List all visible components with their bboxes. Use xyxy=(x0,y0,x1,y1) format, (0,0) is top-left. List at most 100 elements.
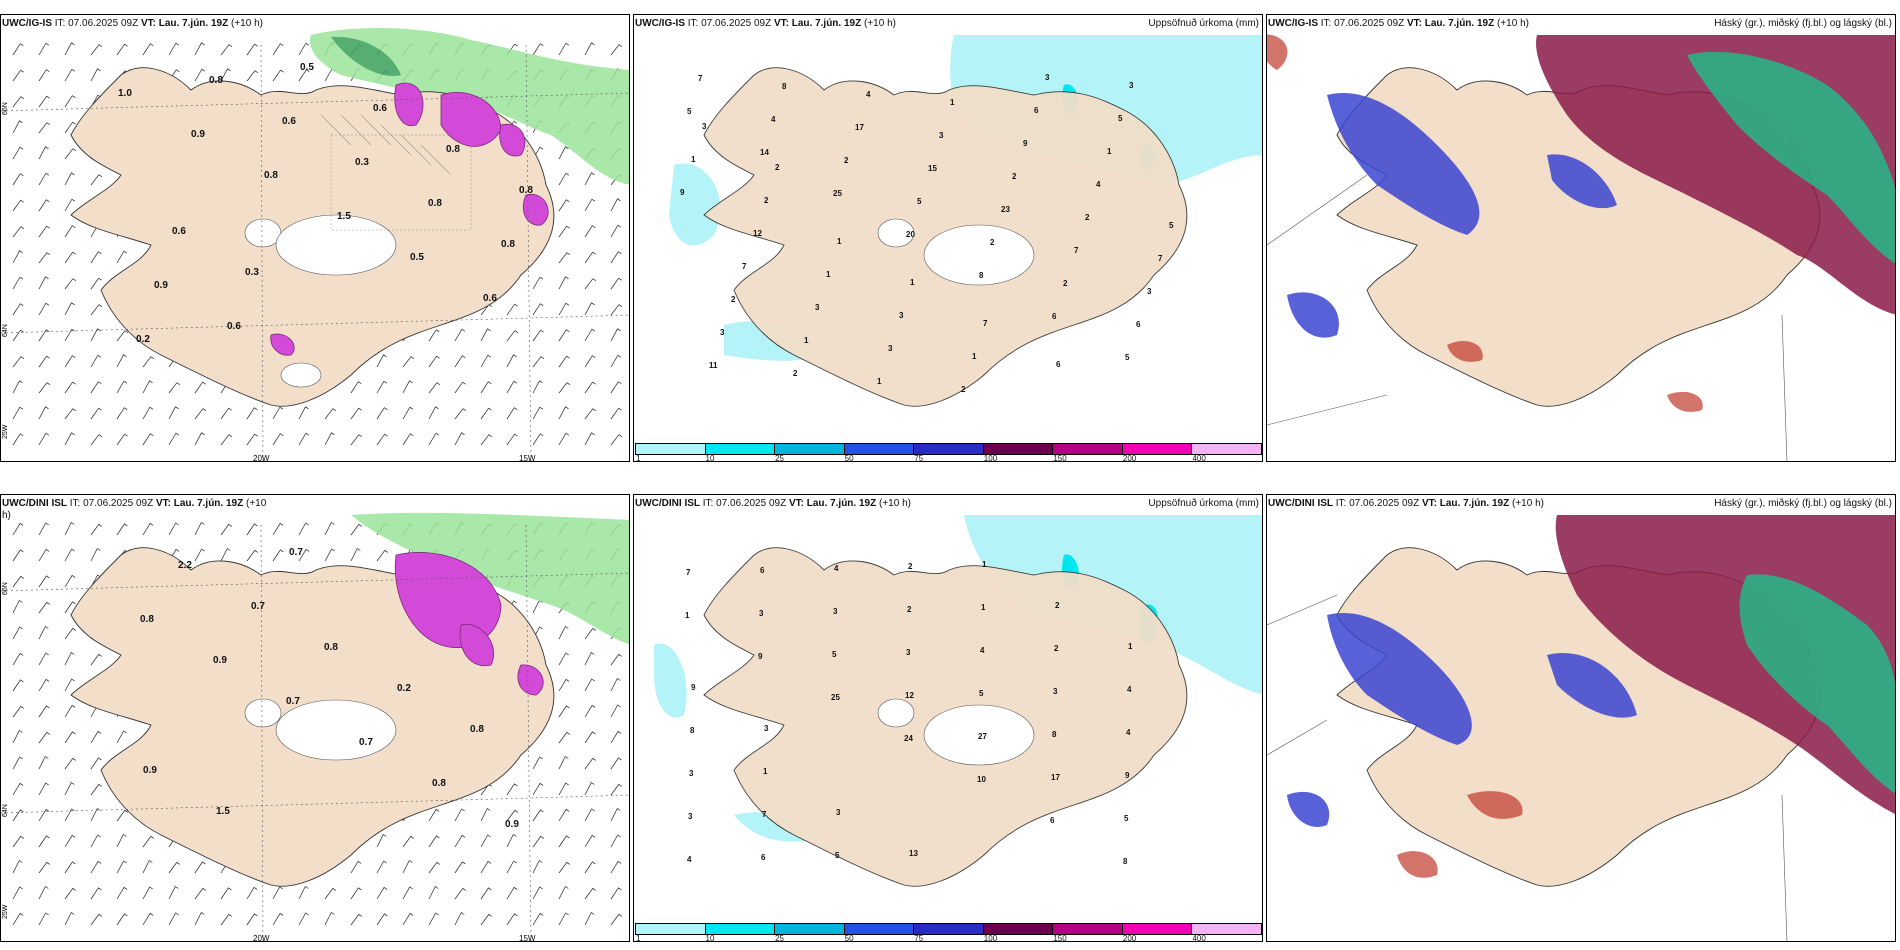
wind-barb xyxy=(532,276,544,290)
wind-barb xyxy=(402,356,415,368)
colorbar-swatch xyxy=(1191,923,1262,935)
wind-barb xyxy=(350,434,363,446)
wind-barb xyxy=(402,380,413,394)
wind-barb xyxy=(272,886,283,900)
panel-header: UWC/IG-IS IT: 07.06.2025 09Z VT: Lau. 7.… xyxy=(635,18,896,29)
wind-barb xyxy=(272,522,284,536)
precip-value-label: 0.8 xyxy=(470,724,484,735)
wind-barb xyxy=(12,276,24,290)
precip-value-label: 1 xyxy=(950,98,955,107)
wind-barb xyxy=(584,432,595,446)
wind-barb xyxy=(12,705,24,718)
panel-clouds-dini: UWC/DINI ISL IT: 07.06.2025 09Z VT: Lau.… xyxy=(1266,494,1896,942)
wind-barb xyxy=(64,148,77,160)
wind-barb xyxy=(376,913,388,926)
panel-header: UWC/DINI ISL IT: 07.06.2025 09Z VT: Lau.… xyxy=(2,498,267,509)
wind-barb xyxy=(194,68,206,82)
wind-barb xyxy=(246,523,258,536)
wind-barb xyxy=(64,408,77,420)
precip-value-label: 0.8 xyxy=(501,239,515,250)
colorbar-tick: 75 xyxy=(914,454,924,462)
wind-barb xyxy=(90,887,102,900)
wind-barb xyxy=(246,407,258,420)
wind-barb xyxy=(64,861,76,874)
wind-barb xyxy=(220,913,232,926)
wind-barb xyxy=(428,432,440,446)
precip-value-label: 1.5 xyxy=(337,211,351,222)
precip-value-label: 1 xyxy=(1128,642,1133,651)
wind-barb xyxy=(38,355,50,368)
precip-value-label: 2 xyxy=(1054,644,1059,653)
precip-value-label: 11 xyxy=(709,361,718,370)
precip-value-label: 0.8 xyxy=(446,144,460,155)
wind-barb xyxy=(38,652,49,666)
wind-barb xyxy=(90,783,102,796)
wind-barb xyxy=(12,809,24,822)
lon-label-25: 25W xyxy=(2,424,9,439)
precip-amount-labels: 1925241068735122717546335893642434375212… xyxy=(685,560,1133,866)
wind-barb xyxy=(584,381,596,394)
wind-barb xyxy=(558,406,569,420)
wind-barb xyxy=(38,382,51,394)
precip-value-label: 7 xyxy=(1158,254,1163,263)
wind-barb xyxy=(194,911,205,926)
wind-barb xyxy=(38,252,51,264)
wind-barb xyxy=(64,355,76,368)
wind-barb xyxy=(220,407,232,420)
precip-value-label: 1 xyxy=(837,237,842,246)
panel-title: Háský (gr.), miðský (fj.bl.) og lágský (… xyxy=(1714,498,1892,509)
precip-value-label: 6 xyxy=(760,566,765,575)
wind-barb xyxy=(90,523,102,536)
wind-barb xyxy=(220,887,232,900)
wind-barb xyxy=(12,575,24,588)
precip-value-label: 7 xyxy=(1074,246,1079,255)
wind-barb xyxy=(12,43,24,56)
wind-barb xyxy=(90,328,101,342)
precip-value-label: 6 xyxy=(1136,320,1141,329)
wind-barb xyxy=(480,860,492,874)
wind-barb xyxy=(558,172,570,186)
wind-barb xyxy=(116,330,129,342)
wind-barb xyxy=(220,68,231,82)
wind-barb xyxy=(558,705,570,718)
wind-barb xyxy=(90,860,102,874)
wind-barb xyxy=(376,549,388,562)
wind-barb xyxy=(116,433,128,446)
colorbar-tick: 50 xyxy=(844,454,854,462)
wind-barb xyxy=(506,330,519,342)
precip-value-label: 6 xyxy=(1034,106,1039,115)
wind-barb xyxy=(194,408,207,420)
precip-value-label: 24 xyxy=(904,734,913,743)
colorbar-swatch xyxy=(774,443,845,455)
wind-barb xyxy=(38,885,49,900)
glaciers xyxy=(877,218,1035,286)
colorbar-tick: 150 xyxy=(1053,934,1067,942)
precip-value-label: 2 xyxy=(1012,172,1017,181)
precip-value-label: 25 xyxy=(831,693,840,702)
colorbar-swatch xyxy=(843,923,915,935)
wind-barb xyxy=(558,678,570,692)
wind-barb xyxy=(12,199,24,212)
wind-barb xyxy=(324,432,335,446)
precip-value-label: 0.8 xyxy=(519,185,533,196)
wind-barb xyxy=(168,861,180,874)
wind-barb xyxy=(584,225,596,238)
wind-barb xyxy=(610,807,621,822)
precip-value-label: 5 xyxy=(687,107,692,116)
panel-header: UWC/DINI ISL IT: 07.06.2025 09Z VT: Lau.… xyxy=(635,498,911,509)
wind-barb xyxy=(532,756,543,770)
wind-barb xyxy=(90,251,102,264)
precip-value-label: 0.2 xyxy=(397,683,411,694)
wind-barb xyxy=(558,382,571,394)
wind-barb xyxy=(64,601,76,614)
wind-barb xyxy=(38,601,50,614)
wind-barb xyxy=(90,277,102,290)
wind-barb xyxy=(610,913,622,926)
wind-barb xyxy=(272,43,284,56)
low-cloud-blue xyxy=(1287,613,1637,827)
precip-value-label: 9 xyxy=(680,188,685,197)
wind-barb xyxy=(116,833,127,848)
precip-value-label: 2 xyxy=(1055,601,1060,610)
precip-value-label: 1 xyxy=(763,767,768,776)
wind-barb xyxy=(168,406,179,420)
